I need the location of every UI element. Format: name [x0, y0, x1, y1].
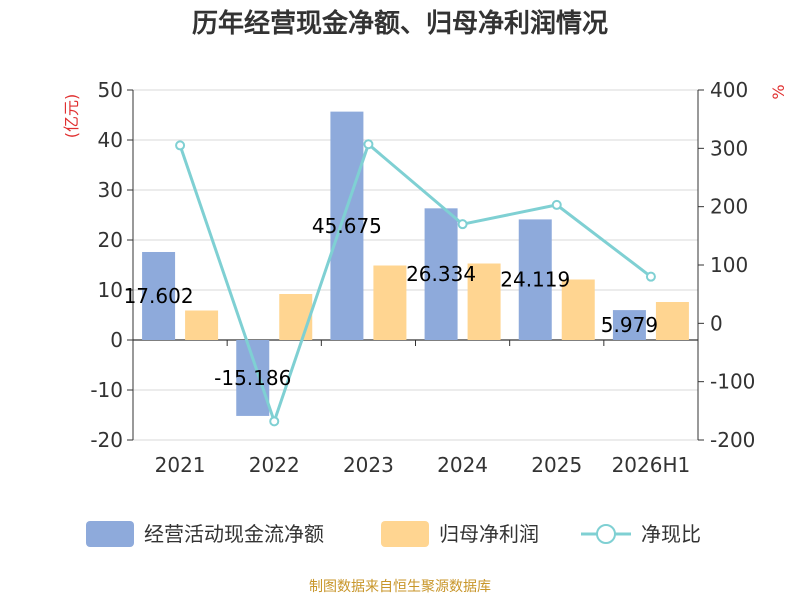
right-axis-unit: % — [769, 84, 788, 99]
ratio-point — [363, 139, 374, 150]
ratio-point — [551, 199, 562, 210]
right-tick-label: 0 — [710, 311, 723, 335]
left-tick-label: 30 — [98, 178, 123, 202]
left-axis-unit: (亿元) — [62, 94, 81, 139]
ratio-point — [645, 271, 656, 282]
right-tick-label: -200 — [710, 428, 755, 452]
legend-swatch-cash-flow — [86, 521, 134, 547]
bar-value-label: 5.979 — [601, 313, 658, 337]
legend-label-net-profit: 归母净利润 — [439, 522, 539, 546]
cash-flow-bar — [424, 208, 458, 340]
left-tick-label: 40 — [98, 128, 123, 152]
bar-value-label: -15.186 — [214, 366, 291, 390]
category-label: 2026H1 — [612, 453, 691, 477]
net-profit-bar — [467, 263, 501, 340]
ratio-point — [175, 140, 186, 151]
cash-flow-bar — [236, 340, 270, 416]
cash-flow-bar — [330, 111, 364, 340]
legend-marker-ratio — [596, 524, 616, 544]
right-tick-label: 400 — [710, 78, 748, 102]
category-label: 2022 — [249, 453, 300, 477]
axes: -20-1001020304050-200-100010020030040020… — [62, 78, 788, 477]
net-profit-bar — [185, 310, 219, 340]
legend: 经营活动现金流净额 归母净利润 净现比 — [86, 521, 701, 547]
source-note: 制图数据来自恒生聚源数据库 — [309, 579, 491, 595]
left-tick-label: 10 — [98, 278, 123, 302]
category-label: 2025 — [531, 453, 582, 477]
bar-value-label: 26.334 — [406, 262, 476, 286]
ratio-point — [457, 219, 468, 230]
data-labels: 17.602 -15.186 45.675 26.334 24.119 5.979 — [124, 214, 658, 390]
right-tick-label: 200 — [710, 195, 748, 219]
grid — [133, 89, 698, 441]
legend-label-ratio: 净现比 — [641, 522, 701, 546]
legend-label-cash-flow: 经营活动现金流净额 — [144, 522, 324, 546]
category-label: 2023 — [343, 453, 394, 477]
left-tick-label: 20 — [98, 228, 123, 252]
left-tick-label: 50 — [98, 78, 123, 102]
right-tick-label: -100 — [710, 370, 755, 394]
bar-value-label: 24.119 — [500, 268, 570, 292]
net-profit-bar — [561, 279, 595, 340]
cash-flow-bar — [142, 251, 176, 340]
net-profit-bar — [373, 265, 407, 340]
bar-value-label: 17.602 — [124, 284, 194, 308]
bars — [142, 111, 689, 416]
right-tick-label: 100 — [710, 253, 748, 277]
legend-swatch-net-profit — [381, 521, 429, 547]
ratio-line-path — [178, 141, 652, 426]
left-tick-label: -20 — [90, 428, 123, 452]
chart-title: 历年经营现金净额、归母净利润情况 — [192, 8, 608, 39]
ratio-line — [175, 139, 656, 427]
category-label: 2021 — [155, 453, 206, 477]
cash-flow-bar — [518, 219, 552, 340]
right-tick-label: 300 — [710, 136, 748, 160]
net-profit-bar — [655, 302, 689, 340]
net-profit-bar — [279, 294, 313, 340]
left-tick-label: 0 — [110, 328, 123, 352]
left-tick-label: -10 — [90, 378, 123, 402]
bar-value-label: 45.675 — [312, 214, 382, 238]
ratio-point — [269, 416, 280, 427]
cash-flow-bar — [612, 310, 646, 340]
category-label: 2024 — [437, 453, 488, 477]
